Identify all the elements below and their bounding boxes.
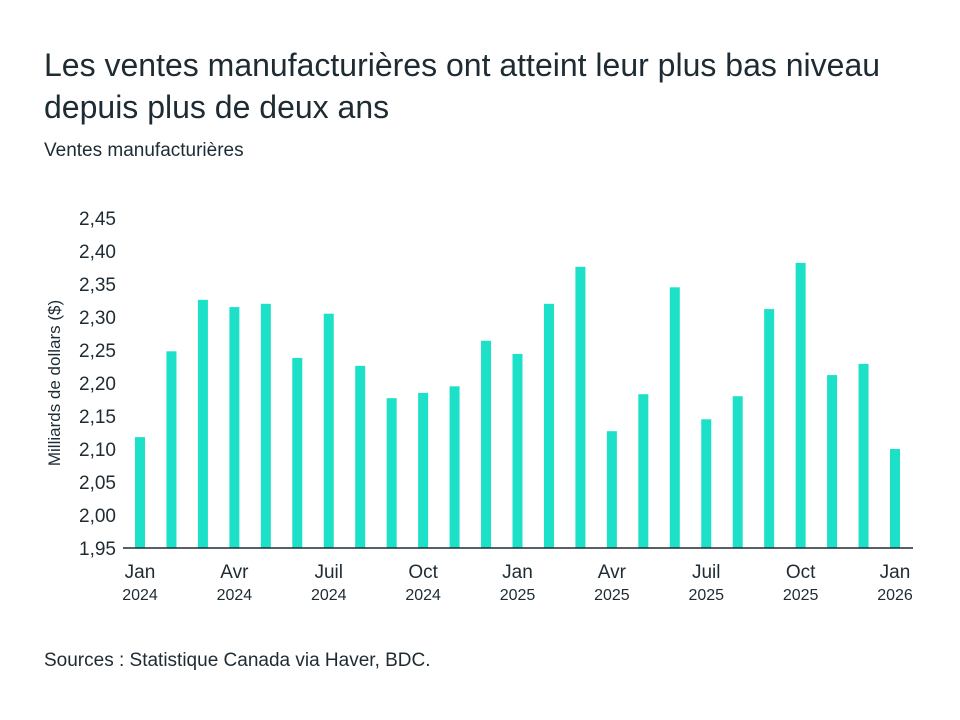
bar-2024-11 [449,386,460,548]
y-tick-label: 2,15 [79,407,116,428]
x-tick-year: 2025 [500,587,536,604]
bar-2025-04 [606,431,617,548]
x-tick-month: Avr [598,562,627,583]
bar-2025-05 [638,394,649,548]
bar-2025-10 [795,262,806,548]
chart-title: Les ventes manufacturières ont atteint l… [44,47,881,125]
x-tick-year: 2025 [783,587,819,604]
chart-subtitle: Ventes manufacturières [44,140,244,161]
y-axis-label: Milliards de dollars ($) [45,300,64,466]
y-tick-label: 2,10 [79,440,116,461]
x-tick-year: 2024 [311,587,347,604]
x-tick-year: 2026 [877,587,913,604]
y-axis-ticks: 1,95 2,00 2,05 2,10 2,15 2,20 2,25 2,30 2,35 2,40… [79,209,116,560]
x-tick-year: 2024 [405,587,441,604]
x-tick-month: Jan [125,562,156,583]
bar-2025-07 [701,419,712,548]
bars [135,262,900,548]
y-tick-label: 2,25 [79,341,116,362]
x-tick-month: Juil [692,562,721,583]
y-tick-label: 2,20 [79,374,116,395]
bar-2025-03 [575,266,586,548]
bar-2024-01 [135,437,145,548]
bar-2025-01 [512,353,523,548]
y-tick-label: 1,95 [79,539,116,560]
x-tick-month: Jan [502,562,533,583]
x-tick-year: 2024 [217,587,253,604]
bar-2025-12 [858,363,869,548]
x-axis-ticks: Jan 2024 Avr 2024 Juil 2024 Oct 2024 Jan 2025 Avr 2… [122,562,913,604]
y-tick-label: 2,40 [79,242,116,263]
y-tick-label: 2,45 [79,209,116,230]
x-tick-year: 2025 [688,587,724,604]
x-tick-month: Oct [408,562,438,583]
x-tick-year: 2024 [122,587,158,604]
bar-2026-01 [890,449,900,548]
bar-2025-11 [827,375,838,548]
x-tick-year: 2025 [594,587,630,604]
y-tick-label: 2,05 [79,473,116,494]
bar-2024-12 [481,340,492,548]
bar-2024-09 [386,398,397,548]
bar-2024-08 [355,365,366,548]
bar-2024-05 [260,303,271,548]
bar-2025-06 [669,287,680,548]
bar-2024-06 [292,357,303,548]
bar-2025-02 [543,303,554,548]
x-tick-month: Oct [786,562,816,583]
x-tick-month: Jan [880,562,911,583]
y-tick-label: 2,00 [79,506,116,527]
x-tick-month: Avr [220,562,249,583]
bar-2024-02 [166,351,177,548]
y-tick-label: 2,30 [79,308,116,329]
y-tick-label: 2,35 [79,275,116,296]
source-note: Sources : Statistique Canada via Haver, … [44,650,431,671]
bar-2024-04 [229,307,240,548]
bar-2025-09 [764,309,775,548]
bar-2024-03 [197,299,208,548]
bar-2025-08 [732,396,743,548]
x-tick-month: Juil [314,562,343,583]
bar-2024-07 [323,313,334,548]
bar-2024-10 [418,392,429,548]
